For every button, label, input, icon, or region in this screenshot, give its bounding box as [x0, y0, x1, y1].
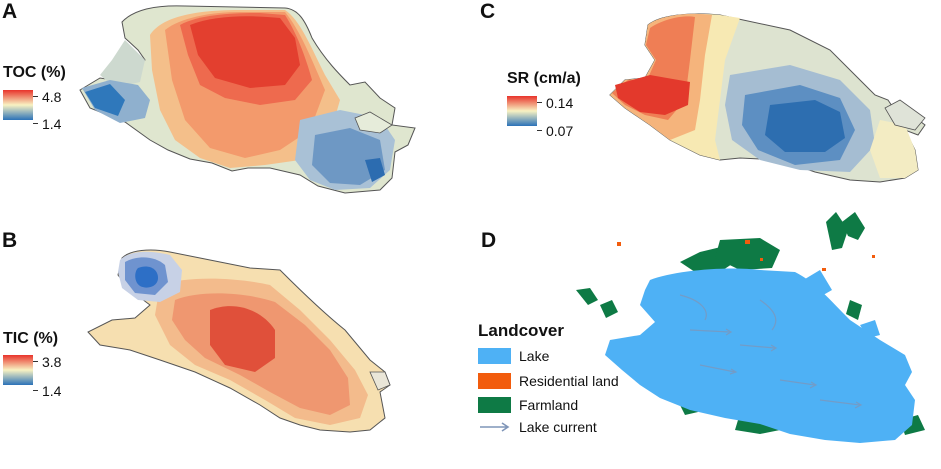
- toc-gradient-bar: [3, 90, 33, 120]
- tic-gradient-bar: [3, 355, 33, 385]
- toc-map: [79, 5, 416, 194]
- sr-tick-max: [537, 102, 542, 103]
- tic-tick-max: [33, 361, 38, 362]
- panel-letter-b: B: [2, 229, 18, 252]
- toc-legend-title: TOC (%): [3, 64, 66, 81]
- landcover-map: [576, 212, 925, 443]
- sr-legend-title: SR (cm/a): [507, 70, 581, 87]
- farmland-label: Farmland: [519, 397, 579, 413]
- legend-item-farmland: Farmland: [478, 397, 578, 413]
- residential-label: Residential land: [519, 373, 619, 389]
- toc-max-label: 4.8: [42, 89, 62, 105]
- lake-current-label: Lake current: [519, 419, 597, 435]
- farmland-swatch: [478, 397, 511, 413]
- sr-min-label: 0.07: [546, 123, 574, 139]
- toc-tick-max: [33, 96, 38, 97]
- legend-item-lake: Lake: [478, 348, 549, 364]
- sr-tick-min: [537, 130, 542, 131]
- panel-letter-c: C: [480, 0, 496, 23]
- tic-map: [87, 249, 391, 433]
- lake-label: Lake: [519, 348, 550, 364]
- sr-max-label: 0.14: [546, 95, 574, 111]
- sr-gradient-bar: [507, 96, 537, 126]
- toc-tick-min: [33, 123, 38, 124]
- lake-swatch: [478, 348, 511, 364]
- arrow-icon: [480, 422, 510, 432]
- residential-swatch: [478, 373, 511, 389]
- sr-map: [609, 13, 926, 183]
- panel-letter-d: D: [481, 229, 497, 252]
- landcover-legend-title: Landcover: [478, 321, 564, 340]
- toc-min-label: 1.4: [42, 116, 62, 132]
- panel-letter-a: A: [2, 0, 18, 23]
- legend-item-residential: Residential land: [478, 373, 619, 389]
- legend-item-lake-current: Lake current: [478, 419, 597, 435]
- tic-legend-title: TIC (%): [3, 330, 59, 347]
- tic-max-label: 3.8: [42, 354, 62, 370]
- tic-min-label: 1.4: [42, 383, 62, 399]
- tic-tick-min: [33, 390, 38, 391]
